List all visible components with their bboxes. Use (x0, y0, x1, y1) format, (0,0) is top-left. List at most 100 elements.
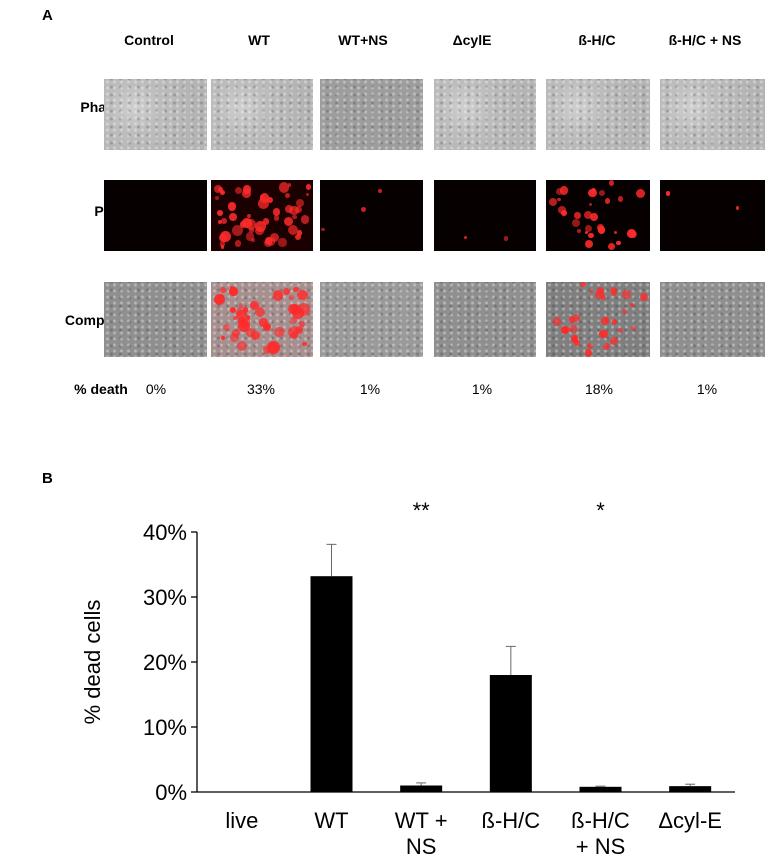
phase-image-bhc-ns (660, 79, 765, 150)
y-tick-label: 0% (155, 780, 187, 805)
pi-stained-cell (560, 186, 569, 195)
pi-stained-cell (302, 341, 307, 346)
pi-stained-cell (377, 188, 382, 193)
pi-stained-cell (232, 225, 244, 236)
pi-stained-cell (588, 232, 595, 239)
pi-stained-cell (569, 324, 578, 334)
pi-stained-cell (222, 324, 231, 332)
panel-b-letter: B (42, 470, 53, 487)
pi-stained-cell (217, 186, 224, 193)
category-label: live (225, 808, 258, 833)
phase-image-wt (211, 79, 313, 150)
category-label: Δcyl-E (658, 808, 722, 833)
pi-stained-cell (294, 326, 303, 335)
pi-stained-cell (292, 214, 297, 220)
pi-stained-cell (584, 349, 593, 357)
pi-stained-cell (572, 314, 581, 322)
pi-stained-cell (602, 342, 610, 350)
pi-stained-cell (568, 316, 576, 323)
pi-stained-cell (640, 292, 649, 301)
pi-stained-cell (251, 238, 255, 242)
pi-stained-cell (289, 316, 297, 324)
pi-stained-cell (284, 192, 290, 198)
composite-image-wt-ns (320, 282, 423, 357)
pi-stained-cell (254, 306, 265, 318)
category-label: ß-H/C (482, 808, 541, 833)
column-header-control: Control (124, 32, 174, 48)
pi-stained-cell (590, 289, 594, 293)
pi-stained-cell (595, 290, 604, 299)
category-label: WT + (395, 808, 448, 833)
pi-stained-cell (584, 239, 593, 248)
pi-stained-cell (267, 341, 280, 355)
pi-stained-cell (572, 218, 581, 228)
pi-stained-cell (242, 189, 252, 199)
pi-stained-cell (610, 337, 618, 345)
pi-stained-cell (580, 282, 586, 288)
pi-stained-cell (229, 287, 238, 296)
pi-stained-cell (245, 232, 255, 241)
bar (400, 785, 443, 792)
pi-image-control (104, 180, 207, 251)
pi-stained-cell (321, 227, 325, 232)
death-value-cyle: 1% (471, 381, 493, 397)
pi-stained-cell (217, 210, 224, 216)
pi-stained-cell (360, 207, 366, 213)
pi-stained-cell (284, 217, 294, 227)
composite-image-bhc (546, 282, 650, 357)
pi-stained-cell (604, 317, 609, 322)
pi-stained-cell (259, 193, 270, 203)
pi-stained-cell (246, 219, 257, 230)
pi-stained-cell (548, 197, 558, 207)
column-header-bhc-ns: ß-H/C + NS (668, 32, 742, 48)
column-header-cyle: ΔcylE (452, 32, 492, 48)
pi-stained-cell (230, 286, 234, 290)
pi-stained-cell (255, 220, 266, 232)
pi-stained-cell (272, 290, 284, 301)
pi-stained-cell (220, 217, 228, 225)
pi-stained-cell (245, 315, 250, 320)
pi-stained-cell (597, 226, 606, 234)
pi-stained-cell (258, 197, 270, 209)
y-tick-label: 40% (143, 520, 187, 545)
pi-image-cyle (434, 180, 536, 251)
pi-stained-cell (230, 307, 237, 314)
pi-stained-cell (270, 232, 280, 242)
pi-stained-cell (557, 197, 561, 201)
pi-stained-cell (589, 212, 598, 221)
pi-stained-cell (235, 187, 243, 195)
pi-stained-cell (561, 326, 570, 335)
pi-stained-cell (250, 301, 259, 310)
pi-stained-cell (294, 233, 301, 240)
pi-stained-cell (238, 317, 247, 326)
pi-stained-cell (599, 330, 608, 339)
pi-stained-cell (259, 317, 269, 327)
pi-stained-cell (287, 225, 299, 236)
significance-marker: ** (413, 498, 431, 523)
pi-stained-cell (213, 293, 225, 305)
pi-stained-cell (588, 188, 597, 198)
percent-death-label: % death (74, 381, 128, 397)
pi-stained-cell (219, 233, 228, 242)
pi-stained-cell (234, 240, 242, 247)
bar (579, 786, 622, 792)
pi-stained-cell (574, 212, 581, 219)
bar (310, 576, 353, 792)
phase-image-control (104, 79, 207, 150)
pi-stained-cell (248, 227, 255, 233)
y-tick-label: 30% (143, 585, 187, 610)
pi-stained-cell (264, 237, 273, 245)
category-label: WT (314, 808, 348, 833)
pi-stained-cell (617, 196, 624, 202)
pi-stained-cell (305, 184, 312, 190)
pi-stained-cell (630, 326, 636, 331)
pi-stained-cell (621, 309, 627, 315)
pi-stained-cell (262, 218, 270, 225)
pi-stained-cell (558, 205, 567, 214)
pi-stained-cell (221, 245, 225, 249)
pi-stained-cell (219, 241, 226, 247)
pi-stained-cell (283, 288, 290, 295)
pi-stained-cell (290, 331, 299, 340)
pi-stained-cell (293, 286, 300, 293)
composite-image-bhc-ns (660, 282, 765, 357)
